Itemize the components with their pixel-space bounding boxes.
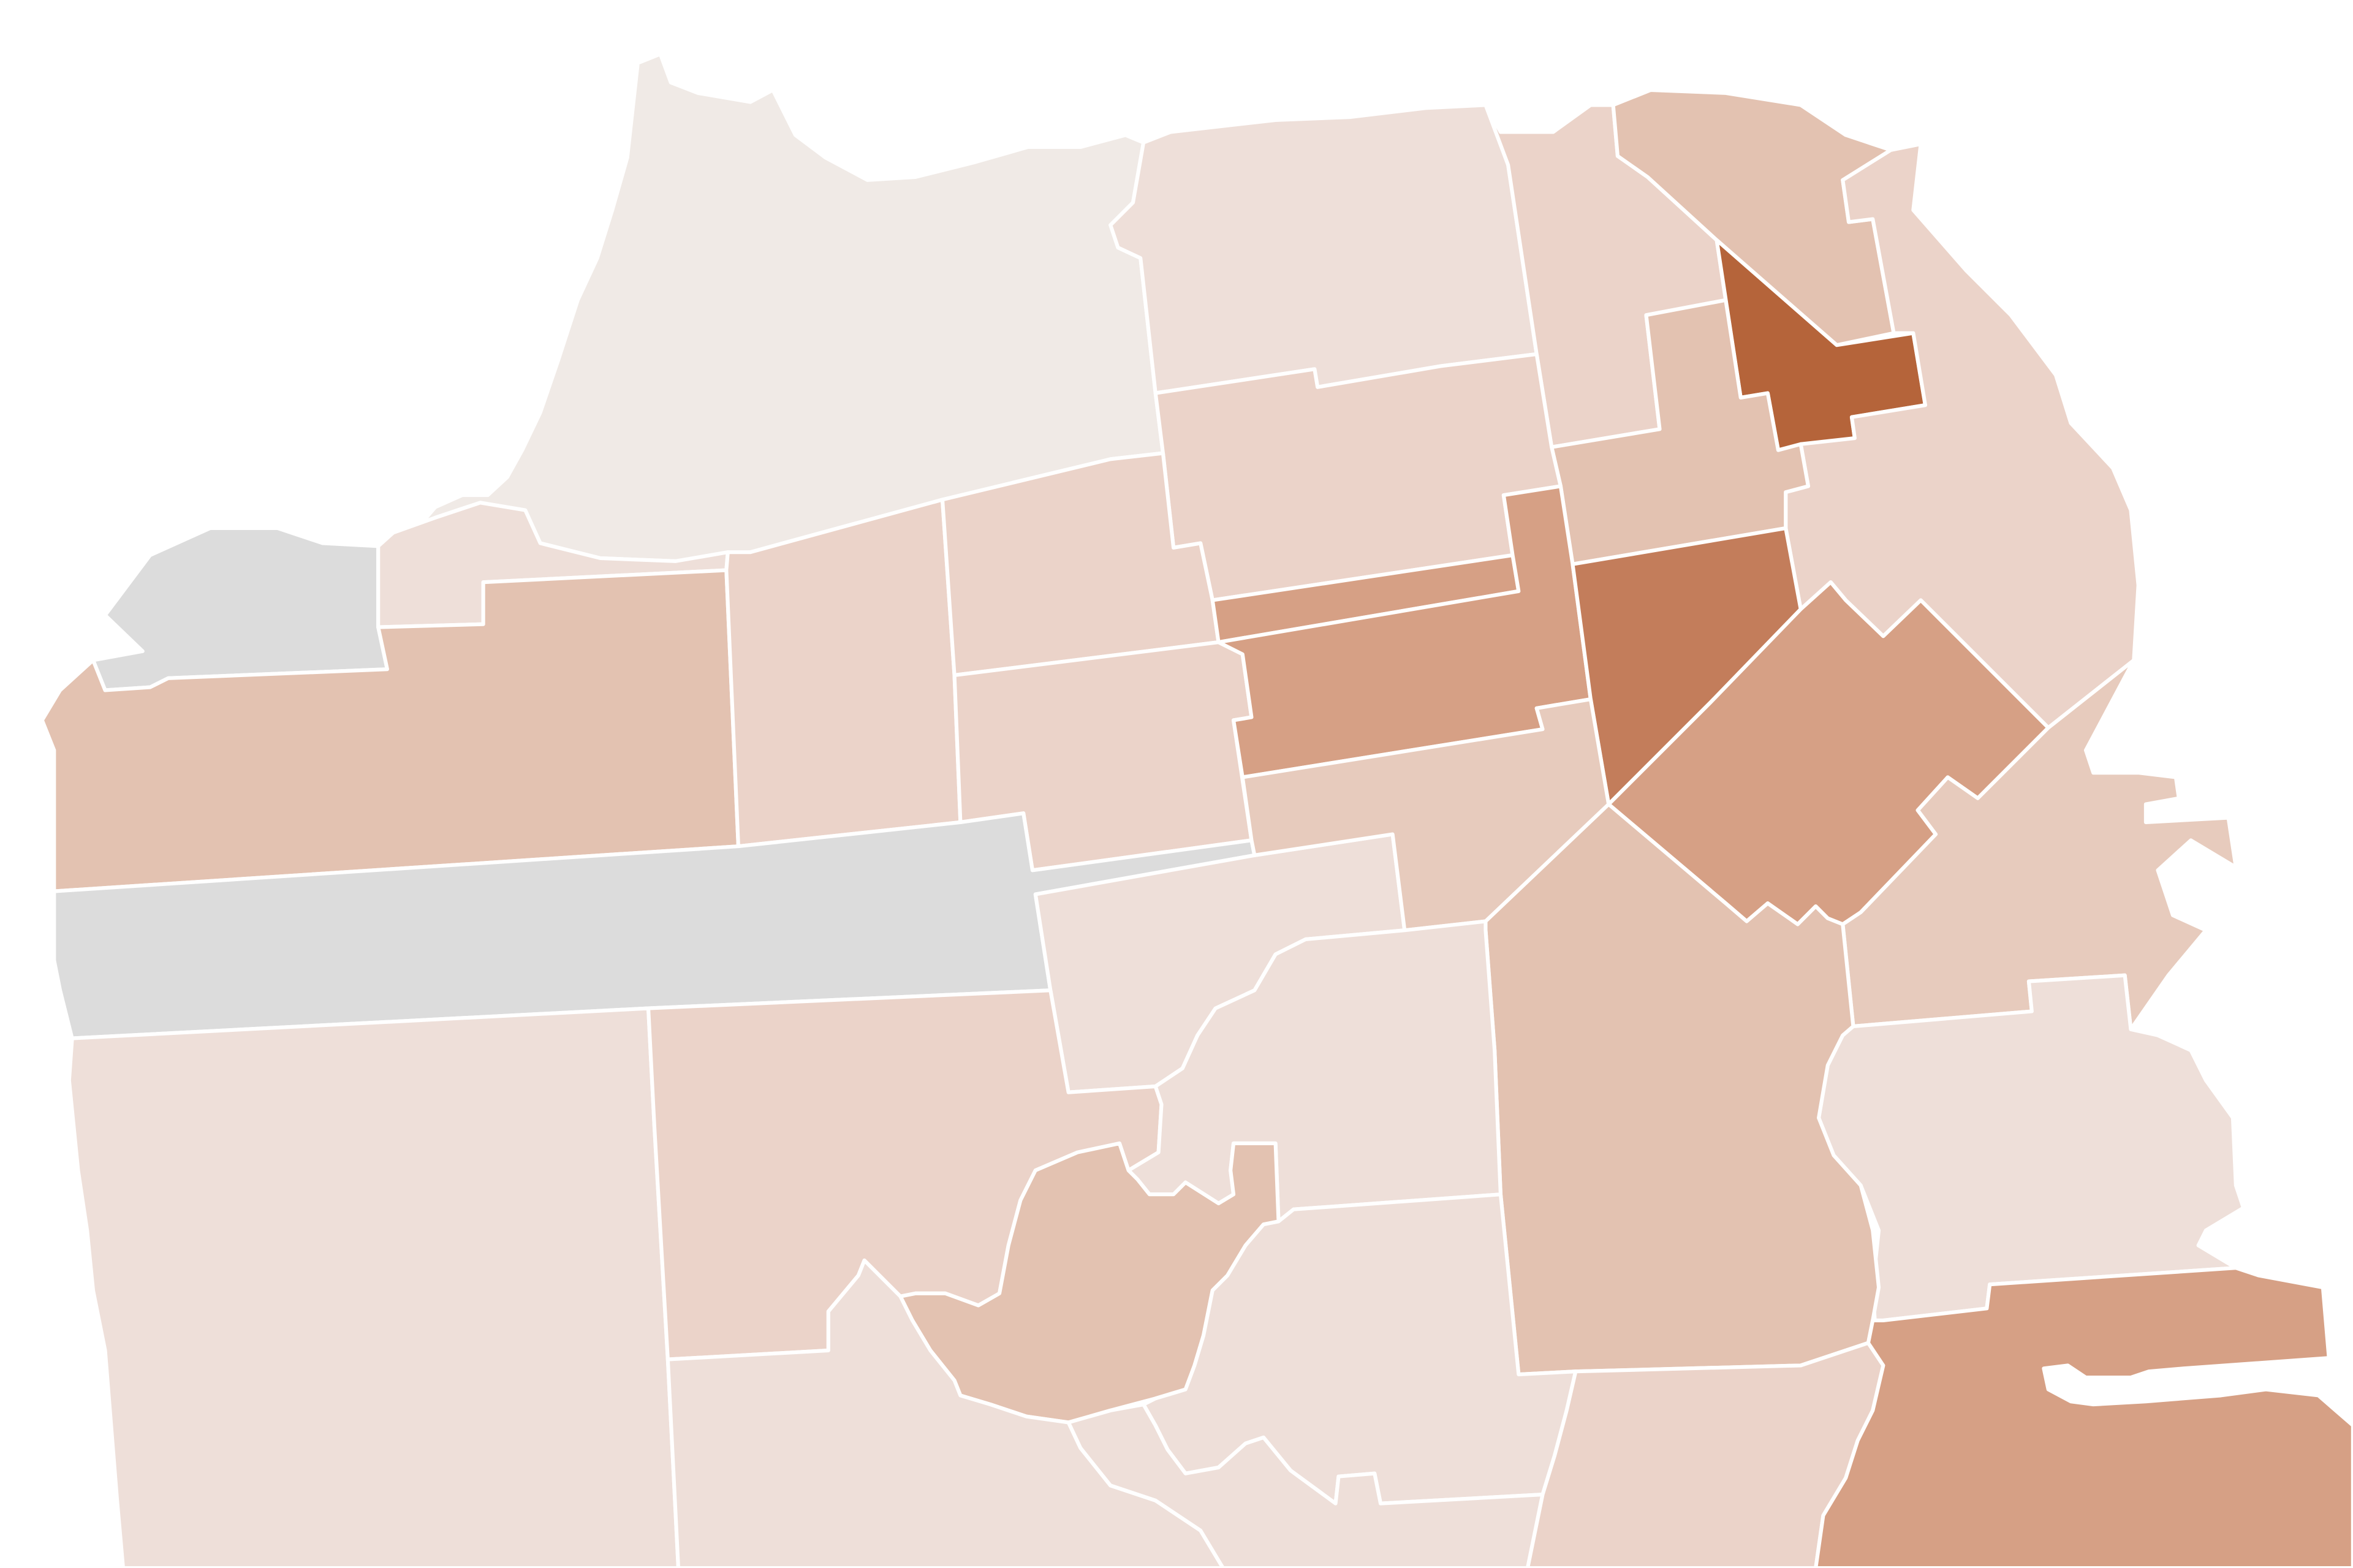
inner-richmond-area[interactable] <box>724 498 963 849</box>
bayview-area[interactable] <box>1814 1266 2353 1568</box>
glen-park-area[interactable] <box>1066 1403 1545 1568</box>
marina-area[interactable] <box>1108 103 1539 395</box>
south-beach-area[interactable] <box>1841 658 2238 1031</box>
outer-sunset-area[interactable] <box>67 1006 681 1568</box>
